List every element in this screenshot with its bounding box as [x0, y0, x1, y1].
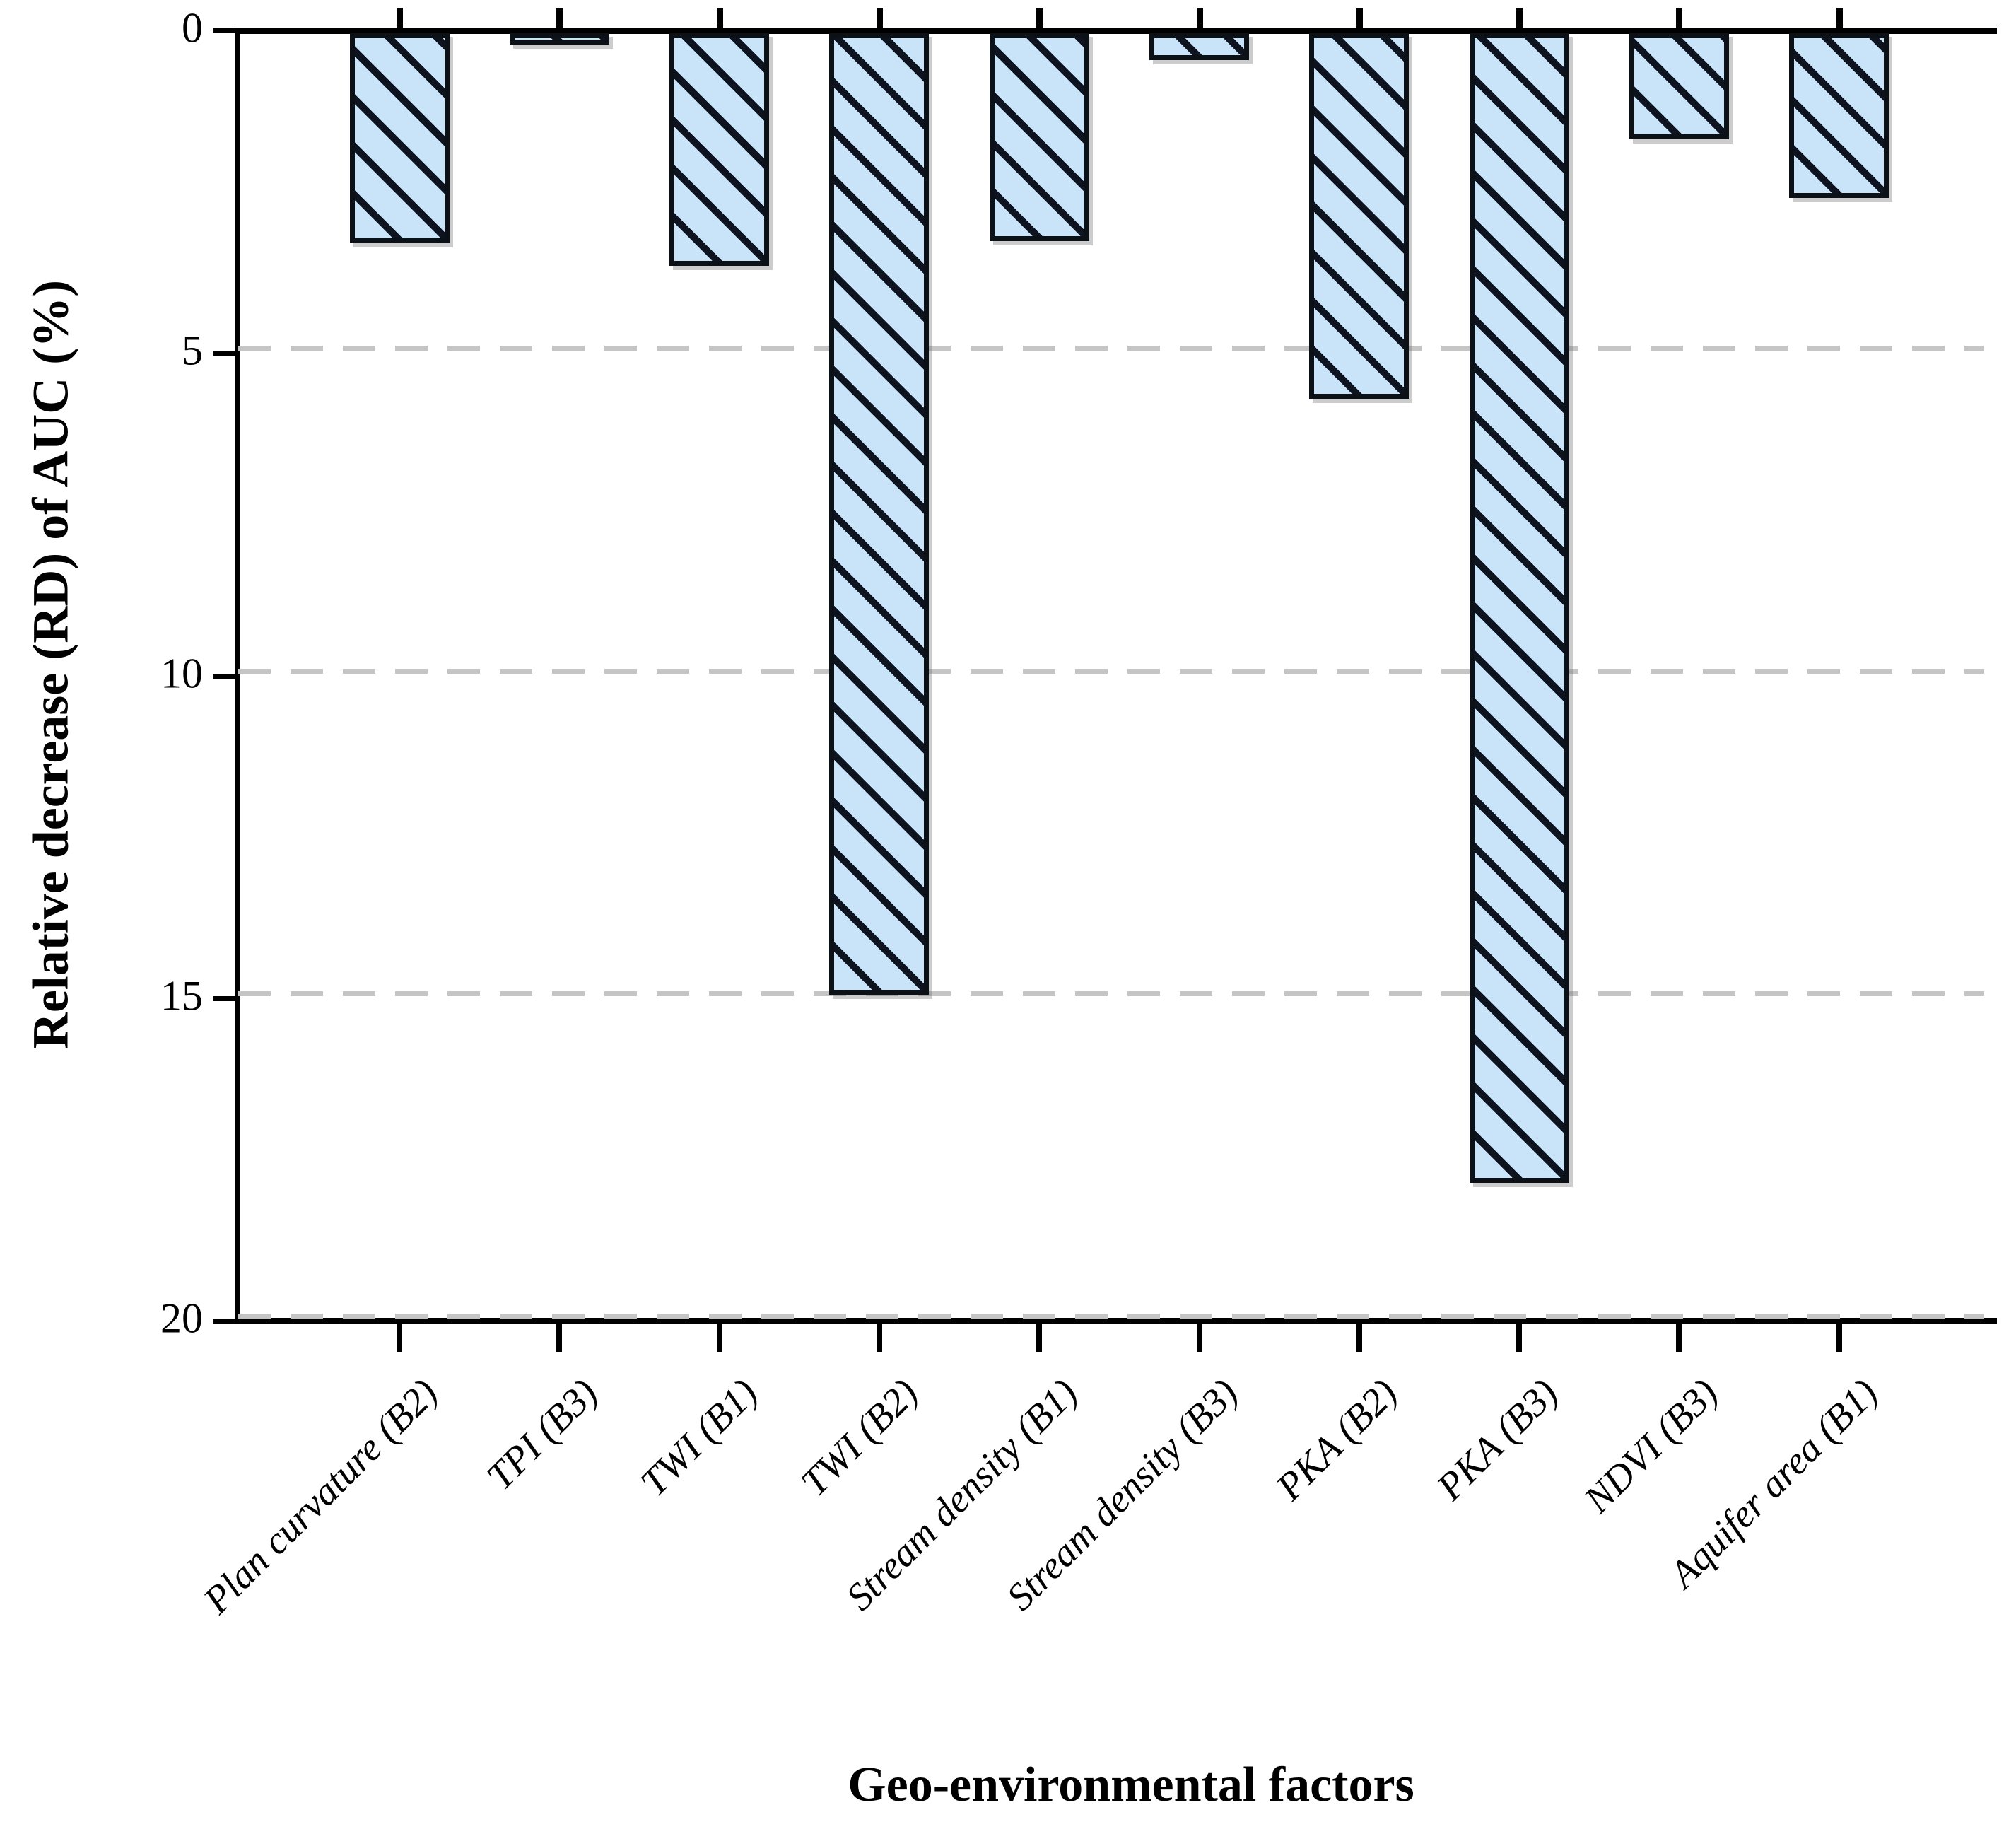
bar-pka-b2: [1309, 33, 1410, 399]
y-axis-title: Relative decrease (RD) of AUC (%): [22, 279, 79, 1050]
x-tick-bottom: [397, 1321, 402, 1352]
plot-area: [213, 8, 1997, 1352]
bar-tpi-b3: [509, 33, 609, 45]
y-tick: [213, 673, 237, 679]
bar-stream-density-b1: [989, 33, 1089, 242]
x-tick-bottom: [716, 1321, 722, 1352]
x-tick-bottom: [1516, 1321, 1523, 1352]
gridline-20: [238, 1314, 1984, 1319]
x-tick-top: [556, 8, 563, 28]
x-tick-bottom: [1356, 1321, 1362, 1352]
x-category-label: TWI (B1): [632, 1370, 766, 1505]
x-category-label: TPI (B3): [478, 1370, 606, 1499]
gridline-10: [238, 668, 1984, 674]
y-tick: [213, 351, 237, 356]
bar-twi-b1: [669, 33, 770, 267]
x-tick-top: [1516, 8, 1523, 28]
x-tick-bottom: [1036, 1321, 1043, 1352]
y-tick-label: 15: [160, 972, 203, 1020]
x-tick-bottom: [556, 1321, 563, 1352]
y-axis-spine: [235, 28, 240, 1324]
x-category-label: PKA (B3): [1428, 1370, 1566, 1509]
x-axis-zero-line: [237, 28, 1997, 34]
y-tick-label: 10: [160, 650, 203, 697]
x-tick-top: [1356, 8, 1363, 28]
gridline-15: [238, 991, 1984, 996]
x-tick-top: [1676, 8, 1683, 28]
bar-ndvi-b3: [1629, 33, 1729, 140]
y-tick: [213, 28, 237, 33]
bar-aquifer-area-b1: [1789, 33, 1889, 199]
x-tick-top: [1036, 8, 1043, 28]
x-tick-bottom: [1676, 1321, 1682, 1352]
x-tick-top: [1836, 8, 1843, 28]
x-tick-top: [1196, 8, 1203, 28]
x-category-label: TWI (B2): [792, 1370, 926, 1505]
x-axis-title: Geo-environmental factors: [848, 1758, 1414, 1812]
y-tick: [213, 1319, 237, 1324]
x-tick-top: [716, 8, 723, 28]
bar-twi-b2: [829, 33, 930, 995]
x-tick-top: [876, 8, 883, 28]
x-category-label: Plan curvature (B2): [194, 1370, 446, 1622]
y-tick-label: 0: [182, 4, 203, 52]
x-tick-bottom: [1836, 1321, 1842, 1352]
x-tick-top: [397, 8, 403, 28]
x-category-label: PKA (B2): [1267, 1370, 1406, 1509]
gridline-5: [238, 346, 1984, 351]
bar-stream-density-b3: [1149, 33, 1249, 60]
bottom-spine: [237, 1318, 1997, 1324]
y-tick: [213, 995, 237, 1001]
bar-plan-curvature-b2: [349, 33, 450, 244]
x-tick-bottom: [1196, 1321, 1202, 1352]
y-tick-label: 5: [182, 327, 203, 374]
bar-pka-b3: [1469, 33, 1569, 1183]
x-tick-bottom: [876, 1321, 882, 1352]
x-category-label: NDVI (B3): [1575, 1370, 1726, 1521]
y-tick-label: 20: [160, 1295, 203, 1342]
